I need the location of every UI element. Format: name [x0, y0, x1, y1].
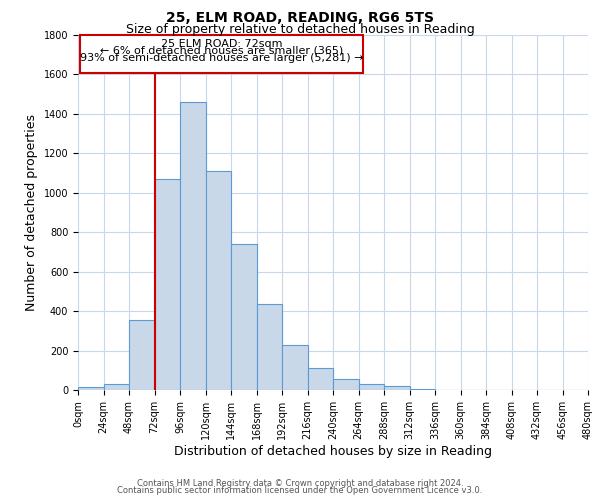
- Bar: [231, 244, 257, 390]
- Text: Size of property relative to detached houses in Reading: Size of property relative to detached ho…: [125, 22, 475, 36]
- Bar: [257, 304, 282, 390]
- Y-axis label: Number of detached properties: Number of detached properties: [25, 114, 38, 311]
- Bar: [155, 179, 180, 390]
- Bar: [129, 320, 155, 390]
- Bar: [308, 368, 333, 390]
- Bar: [80, 36, 363, 73]
- Bar: [78, 387, 104, 390]
- X-axis label: Distribution of detached houses by size in Reading: Distribution of detached houses by size …: [174, 444, 492, 458]
- Text: Contains public sector information licensed under the Open Government Licence v3: Contains public sector information licen…: [118, 486, 482, 495]
- Text: Contains HM Land Registry data © Crown copyright and database right 2024.: Contains HM Land Registry data © Crown c…: [137, 478, 463, 488]
- Text: 25 ELM ROAD: 72sqm: 25 ELM ROAD: 72sqm: [161, 39, 282, 49]
- Bar: [384, 386, 409, 390]
- Text: 25, ELM ROAD, READING, RG6 5TS: 25, ELM ROAD, READING, RG6 5TS: [166, 11, 434, 25]
- Bar: [104, 384, 129, 390]
- Text: ← 6% of detached houses are smaller (365): ← 6% of detached houses are smaller (365…: [100, 46, 343, 56]
- Bar: [409, 389, 435, 390]
- Bar: [205, 171, 231, 390]
- Bar: [359, 384, 384, 390]
- Bar: [282, 344, 308, 390]
- Text: 93% of semi-detached houses are larger (5,281) →: 93% of semi-detached houses are larger (…: [80, 52, 363, 62]
- Bar: [180, 102, 205, 390]
- Bar: [333, 379, 359, 390]
